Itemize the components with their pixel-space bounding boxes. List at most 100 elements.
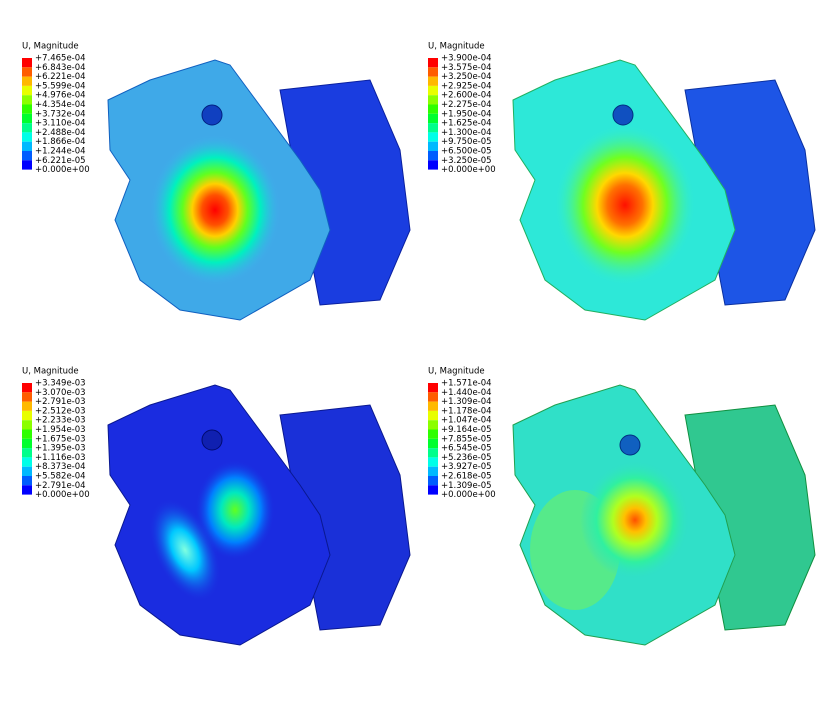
legend-label: +1.178e-04 bbox=[441, 406, 492, 416]
legend-label: +1.300e-04 bbox=[441, 128, 492, 138]
legend-swatch bbox=[428, 160, 438, 170]
legend-label: +6.843e-04 bbox=[35, 63, 86, 73]
legend-label: +2.925e-04 bbox=[441, 81, 492, 91]
legend-label: +1.625e-04 bbox=[441, 119, 492, 129]
legend-swatch bbox=[22, 392, 32, 402]
legend-label: +3.575e-04 bbox=[441, 63, 492, 73]
legend-title: U, Magnitude bbox=[22, 42, 79, 52]
legend-label: +0.000e+00 bbox=[35, 490, 90, 500]
legend-swatch bbox=[428, 95, 438, 105]
legend-label: +1.244e-04 bbox=[35, 147, 86, 157]
legend-swatch bbox=[22, 476, 32, 486]
legend-label: +6.221e-04 bbox=[35, 72, 86, 82]
legend-swatch bbox=[428, 123, 438, 133]
legend-swatch bbox=[22, 438, 32, 449]
legend-swatch bbox=[428, 151, 438, 161]
legend-label: +5.582e-04 bbox=[35, 472, 86, 482]
legend-label: +3.349e-03 bbox=[35, 379, 86, 389]
legend-swatch bbox=[428, 85, 438, 96]
legend-label: +6.221e-05 bbox=[35, 156, 86, 166]
model-view bbox=[107, 384, 411, 646]
legend-label: +5.599e-04 bbox=[35, 81, 86, 91]
legend-swatch bbox=[22, 58, 32, 68]
legend-label: +0.000e+00 bbox=[441, 490, 496, 500]
legend-label: +1.675e-03 bbox=[35, 434, 86, 444]
legend-label: +1.309e-04 bbox=[441, 397, 492, 407]
legend-swatch bbox=[22, 132, 32, 142]
legend-swatch bbox=[22, 420, 32, 430]
legend-swatch bbox=[22, 160, 32, 170]
legend-label: +4.354e-04 bbox=[35, 100, 86, 110]
legend-label: +8.373e-04 bbox=[35, 462, 86, 472]
legend-swatch bbox=[428, 485, 438, 495]
legend-swatch bbox=[428, 141, 438, 151]
legend-swatch bbox=[428, 466, 438, 476]
legend-swatch bbox=[428, 448, 438, 458]
legend-swatch bbox=[428, 58, 438, 68]
legend-swatch bbox=[428, 104, 438, 114]
legend-swatch bbox=[22, 76, 32, 86]
legend-swatch bbox=[428, 476, 438, 486]
legend-swatch bbox=[22, 410, 32, 421]
legend-swatch bbox=[22, 383, 32, 393]
legend-label: +7.465e-04 bbox=[35, 54, 86, 64]
legend-label: +3.732e-04 bbox=[35, 109, 86, 119]
legend-label: +2.618e-05 bbox=[441, 472, 492, 482]
legend-label: +1.950e-04 bbox=[441, 109, 492, 119]
legend-title: U, Magnitude bbox=[428, 42, 485, 52]
legend-swatch bbox=[428, 410, 438, 421]
legend-swatch bbox=[428, 420, 438, 430]
legend-swatch bbox=[22, 141, 32, 151]
legend-swatch bbox=[428, 113, 438, 124]
legend-label: +3.070e-03 bbox=[35, 388, 86, 398]
legend-swatch bbox=[22, 457, 32, 467]
legend-swatch bbox=[22, 67, 32, 77]
legend-swatch bbox=[22, 85, 32, 96]
legend-swatch bbox=[22, 485, 32, 495]
legend-swatch bbox=[22, 401, 32, 411]
legend-label: +9.750e-05 bbox=[441, 137, 492, 147]
legend-swatch bbox=[22, 151, 32, 161]
legend-label: +2.791e-03 bbox=[35, 397, 86, 407]
legend-title: U, Magnitude bbox=[22, 367, 79, 377]
legend-label: +2.791e-04 bbox=[35, 481, 86, 491]
legend-label: +3.250e-04 bbox=[441, 72, 492, 82]
legend-swatch bbox=[22, 113, 32, 124]
legend-swatch bbox=[428, 438, 438, 449]
legend-label: +1.395e-03 bbox=[35, 444, 86, 454]
legend-label: +1.440e-04 bbox=[441, 388, 492, 398]
legend-title: U, Magnitude bbox=[428, 367, 485, 377]
legend-label: +6.545e-05 bbox=[441, 444, 492, 454]
legend-label: +3.900e-04 bbox=[441, 54, 492, 64]
legend-label: +7.855e-05 bbox=[441, 434, 492, 444]
legend-swatch bbox=[428, 383, 438, 393]
legend-label: +2.488e-04 bbox=[35, 128, 86, 138]
legend-label: +9.164e-05 bbox=[441, 425, 492, 435]
legend-label: +1.866e-04 bbox=[35, 137, 86, 147]
legend-label: +0.000e+00 bbox=[441, 165, 496, 175]
legend-swatch bbox=[428, 392, 438, 402]
legend-swatch bbox=[22, 104, 32, 114]
legend-label: +5.236e-05 bbox=[441, 453, 492, 463]
legend-swatch bbox=[22, 123, 32, 133]
legend-label: +2.512e-03 bbox=[35, 406, 86, 416]
legend-label: +3.110e-04 bbox=[35, 119, 86, 129]
legend-label: +0.000e+00 bbox=[35, 165, 90, 175]
legend-swatch bbox=[428, 429, 438, 439]
legend-label: +2.600e-04 bbox=[441, 91, 492, 101]
legend-label: +4.976e-04 bbox=[35, 91, 86, 101]
legend-swatch bbox=[428, 76, 438, 86]
legend-swatch bbox=[22, 466, 32, 476]
legend-swatch bbox=[22, 95, 32, 105]
legend-swatch bbox=[428, 457, 438, 467]
legend-label: +3.250e-05 bbox=[441, 156, 492, 166]
model-view bbox=[512, 384, 816, 646]
legend-label: +2.233e-03 bbox=[35, 416, 86, 426]
legend-label: +1.309e-05 bbox=[441, 481, 492, 491]
legend-swatch bbox=[22, 429, 32, 439]
model-view bbox=[512, 59, 816, 321]
legend-label: +6.500e-05 bbox=[441, 147, 492, 157]
legend-swatch bbox=[428, 132, 438, 142]
